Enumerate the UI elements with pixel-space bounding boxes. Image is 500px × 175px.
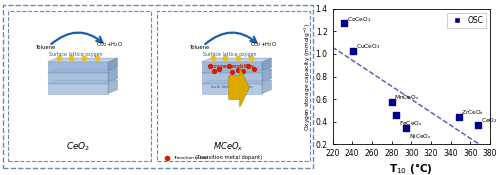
Text: Toluene: Toluene — [190, 45, 210, 50]
Point — [454, 116, 462, 119]
Polygon shape — [202, 84, 262, 94]
Y-axis label: Oxygen storage capacity (mmolg$^{-1}$): Oxygen storage capacity (mmolg$^{-1}$) — [302, 23, 312, 131]
FancyArrow shape — [229, 68, 250, 107]
Text: CO$_2$+H$_2$O: CO$_2$+H$_2$O — [250, 40, 277, 48]
Polygon shape — [48, 80, 117, 84]
Text: ZrCeO$_x$: ZrCeO$_x$ — [462, 108, 484, 117]
Text: FeCeO$_x$: FeCeO$_x$ — [400, 119, 423, 128]
Text: CO$_2$+H$_2$O: CO$_2$+H$_2$O — [96, 40, 123, 48]
Polygon shape — [48, 62, 108, 72]
Polygon shape — [262, 80, 272, 94]
Text: bulk lattice oxygen: bulk lattice oxygen — [211, 85, 252, 89]
Polygon shape — [262, 69, 272, 83]
Text: MnCeO$_x$: MnCeO$_x$ — [394, 93, 420, 102]
Polygon shape — [108, 80, 118, 94]
Polygon shape — [202, 62, 262, 72]
Text: Transition metal: Transition metal — [173, 156, 208, 160]
Text: CoCeO$_2$: CoCeO$_2$ — [347, 15, 372, 24]
Polygon shape — [48, 58, 117, 62]
Text: Toluene: Toluene — [36, 45, 56, 50]
Point — [392, 114, 400, 116]
Point — [402, 127, 410, 129]
Polygon shape — [262, 58, 272, 72]
Polygon shape — [48, 84, 108, 94]
Point — [340, 22, 348, 25]
Point — [349, 49, 357, 52]
Legend: OSC: OSC — [446, 13, 486, 28]
Text: (Transition metal dopant): (Transition metal dopant) — [195, 155, 262, 160]
Text: NiCeO$_x$: NiCeO$_x$ — [409, 132, 432, 141]
Polygon shape — [202, 58, 272, 62]
Polygon shape — [108, 69, 118, 83]
Text: Surface lattice oxygen: Surface lattice oxygen — [50, 52, 103, 57]
Text: CeO$_2$: CeO$_2$ — [66, 141, 90, 153]
Text: Oxygen mobility: Oxygen mobility — [210, 64, 254, 69]
Polygon shape — [202, 73, 262, 83]
Polygon shape — [108, 58, 118, 72]
Point — [388, 101, 396, 103]
Point — [474, 124, 482, 127]
Text: CuCeO$_2$: CuCeO$_2$ — [356, 42, 380, 51]
Polygon shape — [48, 69, 117, 73]
Text: CeO$_2$: CeO$_2$ — [481, 116, 498, 125]
Polygon shape — [202, 80, 272, 84]
X-axis label: T$_{10}$ (°C): T$_{10}$ (°C) — [390, 161, 433, 175]
Text: Surface lattice oxygen: Surface lattice oxygen — [204, 52, 257, 57]
Text: MCeO$_x$: MCeO$_x$ — [214, 141, 244, 153]
Polygon shape — [202, 69, 272, 73]
Polygon shape — [48, 73, 108, 83]
